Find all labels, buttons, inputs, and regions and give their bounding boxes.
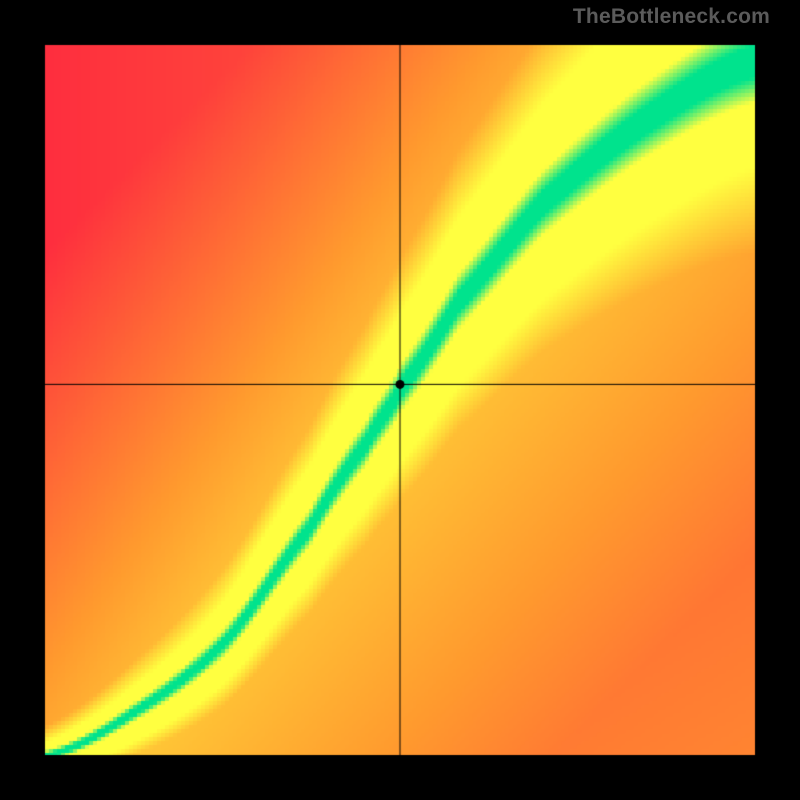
watermark-text: TheBottleneck.com — [573, 5, 770, 29]
heatmap-canvas — [0, 0, 800, 800]
